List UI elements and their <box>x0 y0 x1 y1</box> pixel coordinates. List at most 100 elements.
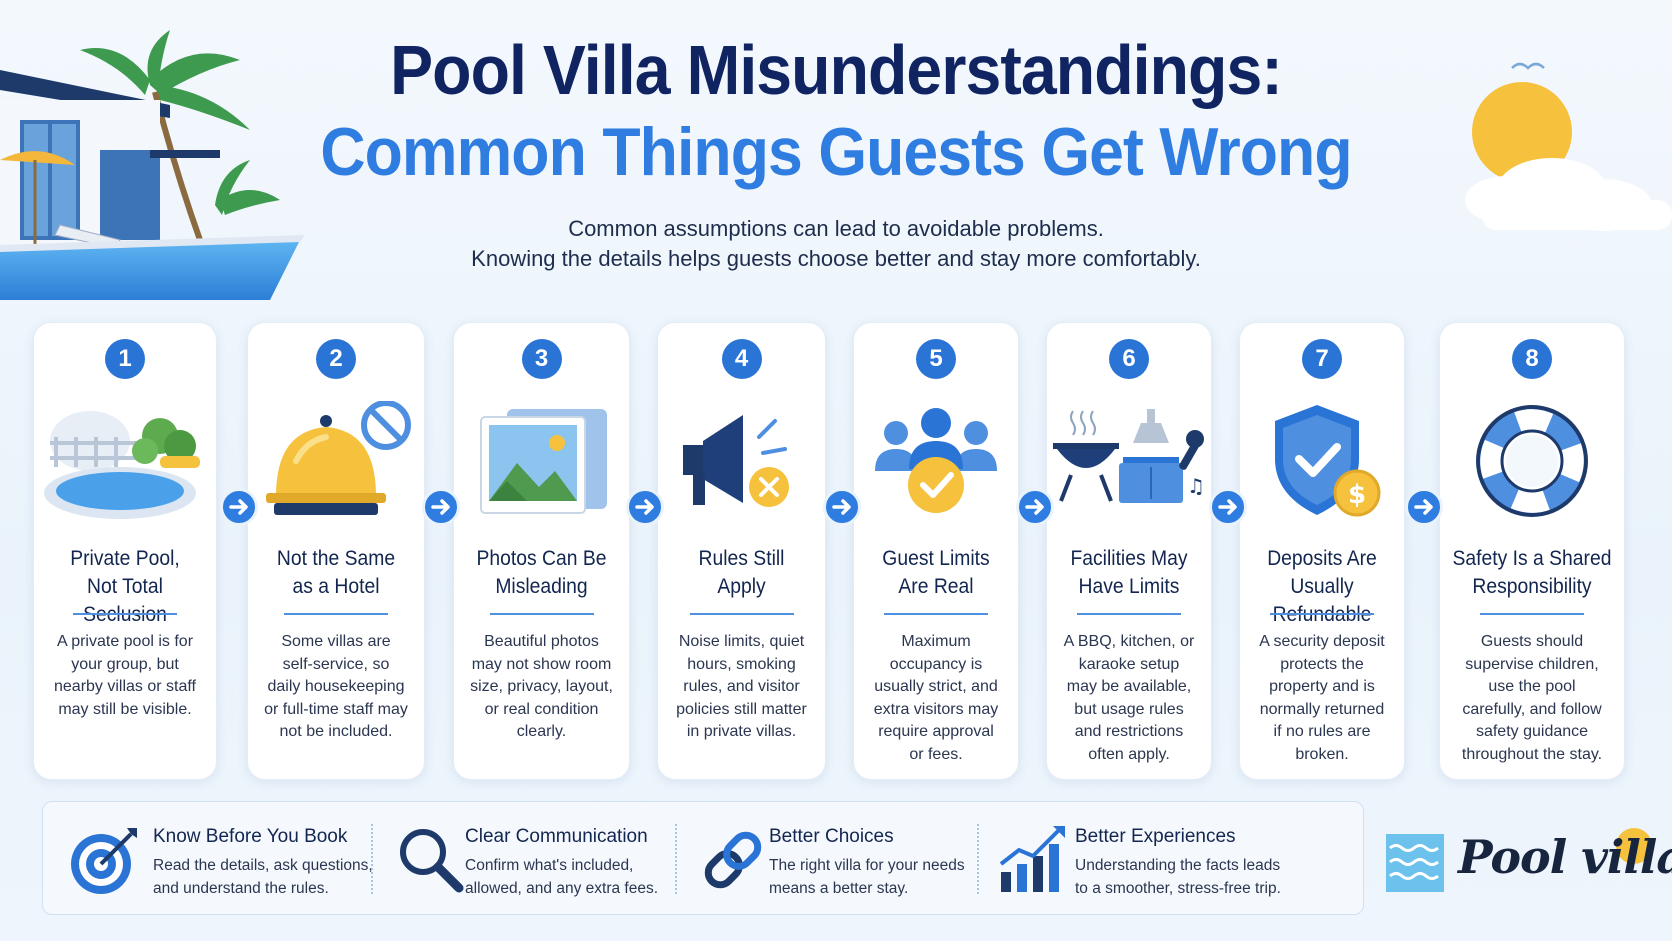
magnifier-icon <box>395 824 467 896</box>
intro-line-1: Common assumptions can lead to avoidable… <box>568 216 1104 241</box>
card-title-line: Rules Still <box>698 547 785 570</box>
divider <box>1480 613 1584 615</box>
benefit-clear-communication: Clear Communication Confirm what's inclu… <box>373 802 675 916</box>
arrow-right-icon <box>1209 488 1247 526</box>
link-icon <box>697 824 769 896</box>
card-not-hotel: 2 Not the Same as a Hotel Some villas ar… <box>247 322 425 780</box>
card-number: 1 <box>105 339 145 379</box>
arrow-right-icon <box>1016 488 1054 526</box>
card-number: 2 <box>316 339 356 379</box>
card-body: A private pool is for your group, but ne… <box>54 633 196 718</box>
lifebuoy-icon <box>1440 401 1624 531</box>
card-body: A BBQ, kitchen, or karaoke setup may be … <box>1063 633 1195 763</box>
misunderstanding-cards: 1 Private Pool, Not Total Seclusion A pr… <box>33 322 1625 780</box>
benefit-line: allowed, and any extra fees. <box>465 880 659 897</box>
card-private-pool: 1 Private Pool, Not Total Seclusion A pr… <box>33 322 217 780</box>
card-title-line: Are Real <box>898 575 974 598</box>
benefit-line: The right villa for your needs <box>769 857 965 874</box>
card-title-line: Guest Limits <box>882 547 990 570</box>
card-body: Noise limits, quiet hours, smoking rules… <box>676 633 807 740</box>
card-title-line: Deposits Are <box>1267 547 1377 570</box>
facilities-icon: ♫ <box>1047 401 1211 531</box>
card-rules: 4 Rules Still Apply Noise limits, quiet … <box>657 322 826 780</box>
card-title: Facilities May Have Limits <box>1057 545 1201 601</box>
benefit-description: Confirm what's included, allowed, and an… <box>465 854 685 900</box>
benefit-description: Read the details, ask questions, and und… <box>153 854 373 900</box>
benefit-line: Confirm what's included, <box>465 857 634 874</box>
card-title-line: Not the Same <box>276 547 396 570</box>
target-icon <box>69 824 141 896</box>
card-title-line: Apply <box>717 575 766 598</box>
card-title-line: Facilities May <box>1070 547 1188 570</box>
card-title: Guest Limits Are Real <box>864 545 1008 601</box>
card-body: A security deposit protects the property… <box>1259 633 1385 763</box>
benefit-description: Understanding the facts leads to a smoot… <box>1075 854 1345 900</box>
divider <box>884 613 988 615</box>
card-title-line: Usually Refundable <box>1272 575 1372 626</box>
benefit-title: Clear Communication <box>465 826 648 847</box>
card-title-line: Have Limits <box>1078 575 1180 598</box>
arrow-right-icon <box>220 488 258 526</box>
page-subtitle-heading: Common Things Guests Get Wrong <box>320 114 1352 190</box>
benefit-line: Read the details, ask questions, <box>153 857 373 874</box>
arrow-right-icon <box>1405 488 1443 526</box>
card-safety: 8 Safety Is a Shared Responsibility Gu <box>1439 322 1625 780</box>
divider <box>1270 613 1374 615</box>
card-number: 5 <box>916 339 956 379</box>
benefit-description: The right villa for your needs means a b… <box>769 854 989 900</box>
benefit-line: Understanding the facts leads <box>1075 857 1281 874</box>
divider <box>689 613 794 615</box>
separator <box>371 824 373 894</box>
svg-text:$: $ <box>1348 480 1366 510</box>
card-deposits: 7 $ Deposits Are Usually Refundable A se… <box>1239 322 1405 780</box>
card-number: 4 <box>721 339 762 379</box>
divider <box>73 613 177 615</box>
service-bell-icon <box>248 401 424 531</box>
divider <box>489 613 594 615</box>
arrow-right-icon <box>823 488 861 526</box>
card-title: Deposits Are Usually Refundable <box>1250 545 1394 629</box>
svg-text:♫: ♫ <box>1187 474 1205 498</box>
arrow-right-icon <box>422 488 460 526</box>
benefit-know-before-you-book: Know Before You Book Read the details, a… <box>43 802 373 916</box>
shield-deposit-icon: $ <box>1240 401 1404 531</box>
card-body: Some villas are self-service, so daily h… <box>264 633 408 740</box>
benefit-line: to a smoother, stress-free trip. <box>1075 880 1281 897</box>
brand-logo: Pool villa <box>1386 826 1672 898</box>
intro-text: Common assumptions can lead to avoidable… <box>0 214 1672 274</box>
card-number: 6 <box>1109 339 1149 379</box>
card-title-line: Responsibility <box>1472 575 1592 598</box>
card-number: 7 <box>1302 339 1342 379</box>
card-title-line: Not Total Seclusion <box>83 575 167 626</box>
divider <box>284 613 388 615</box>
card-title-line: Safety Is a Shared <box>1452 547 1612 570</box>
card-body: Guests should supervise children, use th… <box>1461 633 1603 763</box>
card-guest-limits: 5 Guest Limits Are Real Maximum occupanc… <box>853 322 1019 780</box>
arrow-right-icon <box>626 488 664 526</box>
benefit-line: means a better stay. <box>769 880 909 897</box>
benefit-better-experiences: Better Experiences Understanding the fac… <box>979 802 1363 916</box>
card-body: Maximum occupancy is usually strict, and… <box>873 633 999 763</box>
separator <box>675 824 677 894</box>
intro-line-2: Knowing the details helps guests choose … <box>471 246 1201 271</box>
header: Pool Villa Misunderstandings: Common Thi… <box>0 28 1672 274</box>
benefit-better-choices: Better Choices The right villa for your … <box>677 802 977 916</box>
page-title: Pool Villa Misunderstandings: <box>390 31 1283 109</box>
growth-chart-icon <box>997 824 1069 896</box>
divider <box>1077 613 1181 615</box>
benefit-title: Better Choices <box>769 826 894 847</box>
card-number: 8 <box>1512 339 1552 379</box>
card-title-line: Private Pool, <box>70 547 180 570</box>
card-title: Rules Still Apply <box>668 545 814 601</box>
benefit-line: and understand the rules. <box>153 880 329 897</box>
card-title-line: Photos Can Be <box>476 547 607 570</box>
card-title-line: Misleading <box>495 575 588 598</box>
card-title: Safety Is a Shared Responsibility <box>1451 545 1613 601</box>
card-number: 3 <box>521 339 562 379</box>
card-photos: 3 Photos Can Be Misleading Beautiful pho… <box>453 322 630 780</box>
benefit-title: Know Before You Book <box>153 826 348 847</box>
card-body: Beautiful photos may not show room size,… <box>470 633 613 740</box>
megaphone-icon <box>658 401 825 531</box>
separator <box>977 824 979 894</box>
private-pool-icon <box>34 401 216 531</box>
